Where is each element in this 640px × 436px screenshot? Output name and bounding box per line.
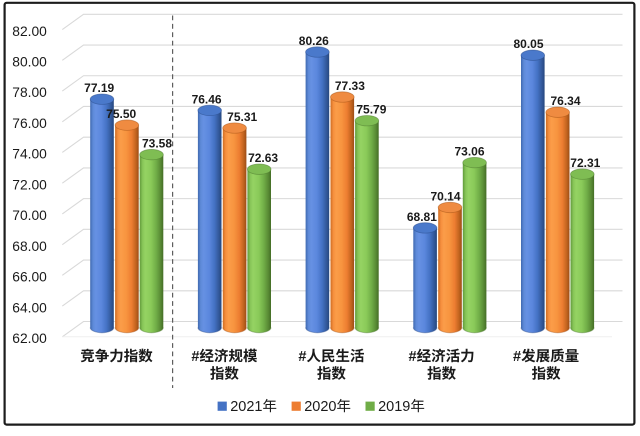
svg-text:80.05: 80.05 [513, 37, 543, 51]
svg-text:72.31: 72.31 [570, 156, 600, 170]
svg-text:78.00: 78.00 [12, 85, 47, 100]
svg-text:77.19: 77.19 [84, 81, 114, 95]
svg-text:73.58: 73.58 [142, 137, 172, 151]
svg-text:75.50: 75.50 [106, 107, 136, 121]
svg-text:76.00: 76.00 [12, 116, 47, 131]
svg-text:62.00: 62.00 [12, 331, 47, 346]
svg-text:80.26: 80.26 [299, 34, 329, 48]
svg-text:70.00: 70.00 [12, 208, 47, 223]
svg-text:77.33: 77.33 [335, 79, 365, 93]
svg-text:#: # [409, 349, 417, 365]
svg-text:2021: 2021 [230, 399, 262, 415]
svg-text:#: # [191, 349, 199, 365]
svg-text:2019: 2019 [378, 399, 410, 415]
svg-text:68.81: 68.81 [407, 210, 437, 224]
svg-text:#: # [298, 349, 306, 365]
svg-text:70.14: 70.14 [430, 189, 460, 203]
svg-text:#: # [513, 349, 521, 365]
svg-text:75.31: 75.31 [227, 110, 257, 124]
svg-text:82.00: 82.00 [12, 24, 47, 39]
svg-text:76.46: 76.46 [192, 92, 222, 106]
svg-text:72.00: 72.00 [12, 177, 47, 192]
svg-text:66.00: 66.00 [12, 270, 47, 285]
svg-text:74.00: 74.00 [12, 147, 47, 162]
svg-text:75.79: 75.79 [356, 103, 386, 117]
svg-text:72.63: 72.63 [248, 151, 278, 165]
svg-text:64.00: 64.00 [12, 300, 47, 315]
svg-text:80.00: 80.00 [12, 55, 47, 70]
svg-text:2020: 2020 [304, 399, 336, 415]
svg-text:73.06: 73.06 [454, 145, 484, 159]
svg-text:76.34: 76.34 [550, 94, 580, 108]
svg-text:68.00: 68.00 [12, 239, 47, 254]
